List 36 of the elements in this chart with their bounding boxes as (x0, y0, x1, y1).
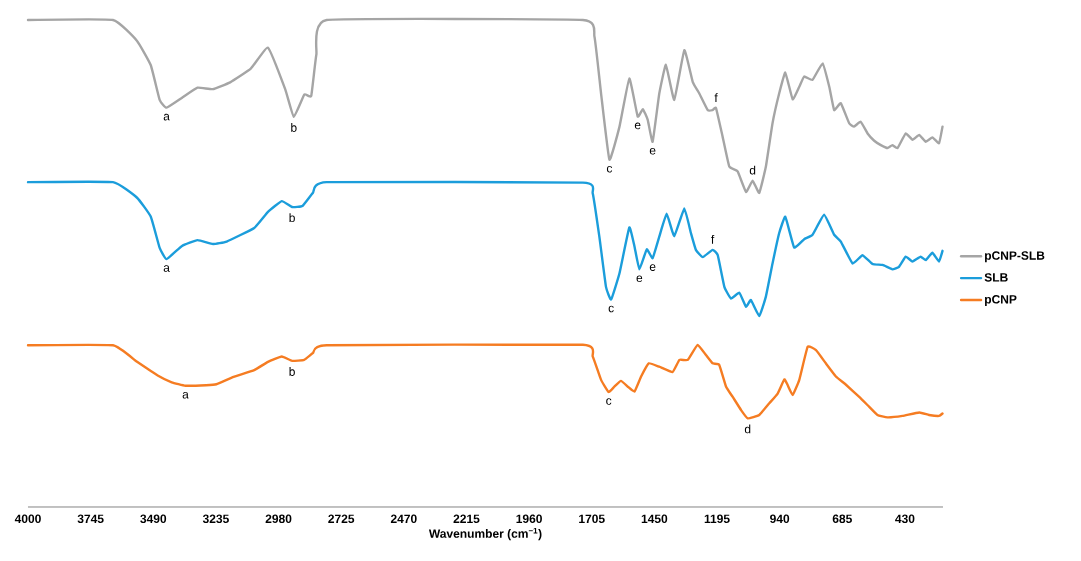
text: Wavenumber (cm$^{−1}$) (428, 527, 542, 541)
x-tick-label: 2725 (328, 514, 355, 524)
x-tick-label: 3745 (77, 514, 104, 524)
annotation: e (634, 122, 641, 130)
legend-label: SLB (984, 273, 1008, 282)
legend-label: pCNP-SLB (985, 251, 1045, 263)
annotation: f (714, 93, 718, 102)
annotation: f (711, 234, 715, 244)
x-tick-label: 1960 (516, 514, 542, 524)
x-tick-label: 3235 (202, 514, 229, 524)
x-tick-label: 2215 (453, 514, 480, 524)
annotation: a (182, 391, 189, 399)
x-tick-label: 1195 (704, 514, 730, 524)
annotation: a (163, 113, 170, 121)
x-tick-label: 2980 (265, 514, 292, 524)
x-tick-label: 2470 (390, 514, 417, 524)
x-tick-label: 430 (895, 514, 915, 524)
x-tick-label: 1450 (641, 514, 668, 524)
legend-label: pCNP (985, 295, 1017, 306)
annotation: d (744, 424, 751, 434)
annotation: e (649, 264, 656, 271)
x-tick-label: 1705 (579, 514, 605, 524)
annotation: c (608, 305, 614, 313)
annotation: e (636, 275, 643, 283)
annotation: e (649, 147, 656, 155)
annotation: b (291, 123, 297, 132)
x-tick-label: 4000 (14, 514, 41, 524)
annotation: c (606, 165, 613, 173)
annotation: b (289, 367, 295, 376)
x-tick-label: 940 (770, 514, 790, 524)
annotation: c (606, 398, 612, 405)
annotation: d (749, 165, 756, 175)
annotation: b (289, 213, 295, 222)
x-tick-label: 685 (832, 514, 852, 524)
x-tick-label: 3490 (140, 514, 167, 524)
annotation: a (163, 265, 170, 272)
